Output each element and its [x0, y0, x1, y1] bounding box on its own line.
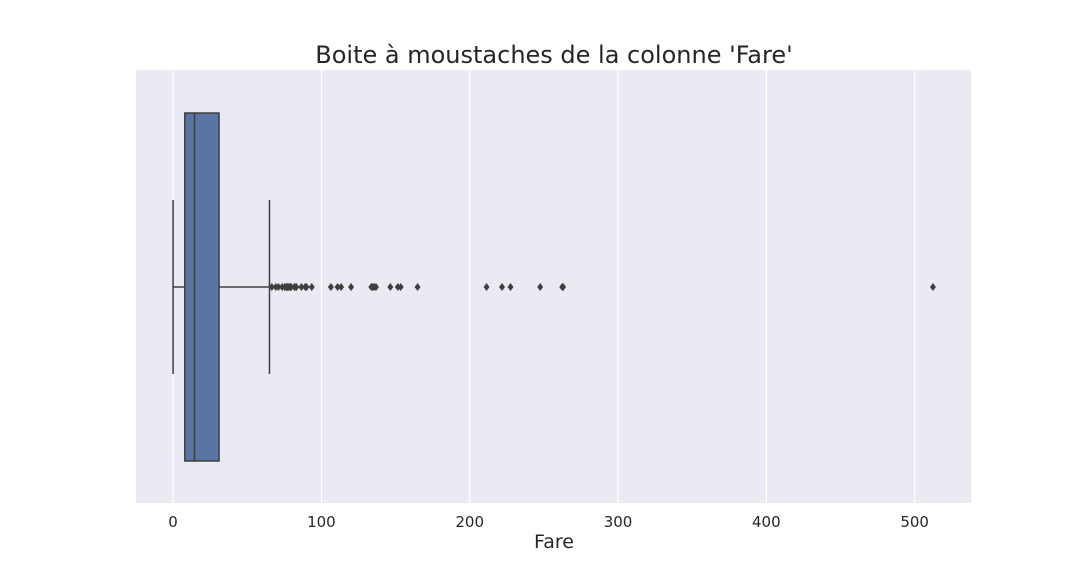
- outlier-point: [537, 283, 544, 291]
- x-tick-label: 300: [604, 513, 633, 531]
- chart-title: Boite à moustaches de la colonne 'Fare': [315, 41, 792, 69]
- outlier-point: [293, 283, 300, 291]
- outlier-point: [298, 283, 305, 291]
- x-axis-ticks: 0 100 200 300 400 500: [168, 513, 929, 531]
- outlier-point: [288, 283, 295, 291]
- outlier-point: [507, 283, 514, 291]
- x-tick-label: 400: [752, 513, 781, 531]
- outlier-point: [338, 283, 345, 291]
- outlier-point: [414, 283, 421, 291]
- iqr-box: [184, 112, 220, 462]
- outlier-point: [483, 283, 490, 291]
- outlier-point: [560, 283, 567, 291]
- outlier-point: [334, 283, 341, 291]
- outlier-point: [499, 283, 506, 291]
- x-tick-label: 200: [455, 513, 484, 531]
- outlier-point: [275, 283, 282, 291]
- gridlines: [172, 70, 916, 503]
- x-axis-label: Fare: [534, 531, 574, 553]
- outlier-point: [348, 283, 355, 291]
- outlier-point: [327, 283, 334, 291]
- outlier-point: [397, 283, 404, 291]
- outlier-point: [308, 283, 315, 291]
- x-tick-label: 500: [900, 513, 929, 531]
- x-tick-label: 0: [168, 513, 178, 531]
- outlier-point: [387, 283, 394, 291]
- outlier-point: [268, 283, 275, 291]
- outlier-point: [372, 283, 379, 291]
- outlier-point: [929, 283, 936, 291]
- boxplot-series: [172, 112, 936, 462]
- x-tick-label: 100: [307, 513, 336, 531]
- outlier-point: [303, 283, 310, 291]
